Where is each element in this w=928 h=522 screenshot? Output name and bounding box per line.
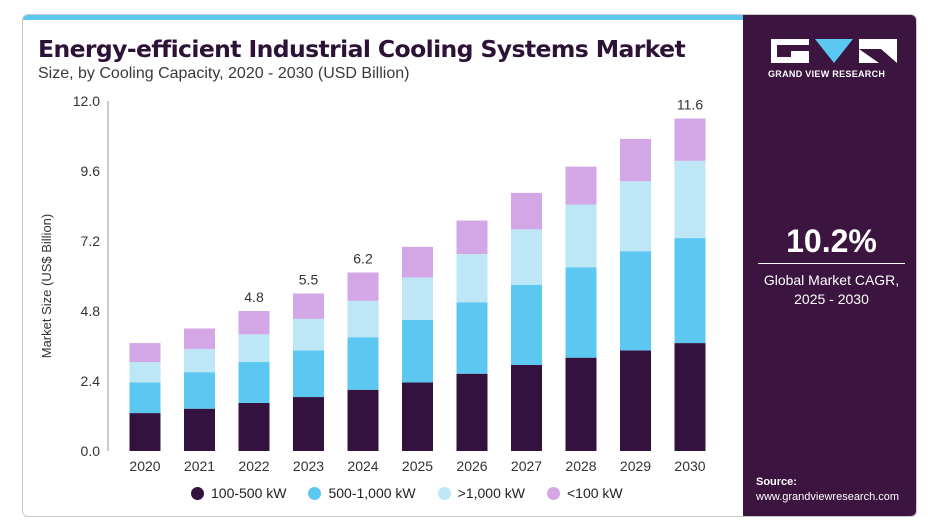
bar-segment-2029 <box>620 181 651 252</box>
x-tick-label: 2030 <box>674 458 705 474</box>
chart-subtitle: Size, by Cooling Capacity, 2020 - 2030 (… <box>38 65 410 82</box>
bar-segment-2020 <box>129 343 161 363</box>
bar-segment-2021 <box>184 348 215 373</box>
x-tick-label: 2021 <box>184 458 215 474</box>
bar-segment-2025 <box>402 277 433 320</box>
brand-logo: GRAND VIEW RESEARCH <box>768 39 903 79</box>
accent-bar <box>23 15 745 20</box>
bar-segment-2025 <box>402 382 433 451</box>
x-tick-label: 2027 <box>511 458 542 474</box>
source-url: www.grandviewresearch.com <box>756 491 900 503</box>
x-tick-label: 2029 <box>620 458 651 474</box>
bar-segment-2022 <box>238 311 270 335</box>
bar-segment-2022 <box>238 362 270 403</box>
bar-segment-2028 <box>565 267 597 358</box>
bar-segment-2021 <box>184 372 215 409</box>
x-tick-label: 2025 <box>402 458 433 474</box>
bar-segment-2027 <box>511 192 542 230</box>
cagr-label-line1: Global Market CAGR, <box>763 272 900 288</box>
bar-segment-2023 <box>293 318 324 351</box>
bar-segment-2024 <box>347 300 379 338</box>
legend-label: >1,000 kW <box>457 485 525 501</box>
bar-segment-2022 <box>238 402 270 451</box>
bar-segment-2027 <box>511 284 542 365</box>
bar-segment-2028 <box>565 166 597 205</box>
bar-segment-2026 <box>456 220 488 255</box>
y-tick-label: 0.0 <box>81 443 101 459</box>
bar-segment-2020 <box>129 362 161 383</box>
y-axis-label: Market Size (US$ Billion) <box>39 214 54 359</box>
y-tick-label: 7.2 <box>81 233 101 249</box>
logo-text: GRAND VIEW RESEARCH <box>768 69 886 79</box>
bar-segment-2027 <box>511 364 542 451</box>
legend-item: 100-500 kW <box>191 485 286 501</box>
bar-segment-2030 <box>674 118 706 161</box>
bar-segment-2026 <box>456 302 488 374</box>
cagr-divider <box>758 263 905 264</box>
bar-segment-2022 <box>238 334 270 363</box>
data-label-2024: 6.2 <box>353 251 373 267</box>
y-tick-label: 4.8 <box>81 303 101 319</box>
legend-label: 500-1,000 kW <box>328 485 416 501</box>
bar-segment-2028 <box>565 357 597 451</box>
bar-segment-2020 <box>129 382 161 414</box>
stacked-bar-chart: 0.0 2.4 4.8 7.2 9.6 12.0 Market Size (US$ Bill… <box>39 93 706 474</box>
bar-segment-2030 <box>674 160 706 239</box>
y-tick-label: 9.6 <box>81 163 101 179</box>
bar-segment-2023 <box>293 293 324 319</box>
chart-title: Energy-efficient Industrial Cooling Syst… <box>38 35 686 63</box>
sidebar-panel <box>743 15 916 516</box>
bar-segment-2027 <box>511 229 542 285</box>
chart-legend: 100-500 kW 500-1,000 kW >1,000 kW <100 kW <box>191 485 623 501</box>
bar-segment-2026 <box>456 254 488 303</box>
bar-segment-2028 <box>565 204 597 268</box>
bar-segment-2025 <box>402 246 433 278</box>
bar-segment-2024 <box>347 389 379 451</box>
legend-swatch <box>546 486 560 500</box>
bar-segment-2030 <box>674 343 706 451</box>
logo-r-icon <box>859 39 897 63</box>
legend-item: >1,000 kW <box>437 485 525 501</box>
logo-g-icon <box>771 39 809 63</box>
legend-label: <100 kW <box>566 485 623 501</box>
x-tick-label: 2026 <box>456 458 487 474</box>
bar-segment-2025 <box>402 319 433 383</box>
legend-swatch <box>437 486 451 500</box>
cagr-label-line2: 2025 - 2030 <box>794 291 869 307</box>
legend-item: <100 kW <box>546 485 623 501</box>
data-label-2023: 5.5 <box>299 272 319 288</box>
bar-segment-2021 <box>184 328 215 349</box>
data-label-2022: 4.8 <box>244 289 264 305</box>
x-tick-label: 2022 <box>238 458 269 474</box>
bar-segment-2029 <box>620 350 651 451</box>
cagr-label: Global Market CAGR, 2025 - 2030 <box>745 271 916 309</box>
report-card: Energy-efficient Industrial Cooling Syst… <box>22 14 917 517</box>
y-tick-label: 2.4 <box>81 373 101 389</box>
x-tick-label: 2023 <box>293 458 324 474</box>
bar-segment-2029 <box>620 251 651 351</box>
x-tick-label: 2024 <box>347 458 378 474</box>
cagr-value: 10.2% <box>786 223 877 259</box>
bar-segment-2021 <box>184 408 215 451</box>
y-tick-label: 12.0 <box>73 93 100 109</box>
legend-swatch <box>308 486 322 500</box>
bar-segment-2024 <box>347 337 379 390</box>
data-label-2030: 11.6 <box>677 97 703 113</box>
bar-segment-2020 <box>129 413 161 451</box>
logo-v-icon <box>815 39 853 63</box>
bar-segment-2024 <box>347 272 379 301</box>
x-tick-label: 2020 <box>129 458 160 474</box>
bar-segment-2023 <box>293 397 324 451</box>
legend-swatch <box>191 486 204 500</box>
bar-segment-2029 <box>620 138 651 182</box>
legend-label: 100-500 kW <box>211 485 287 501</box>
bar-segment-2026 <box>456 373 488 451</box>
source-label: Source: <box>756 476 797 488</box>
x-tick-label: 2028 <box>565 458 596 474</box>
bar-segment-2030 <box>674 238 706 344</box>
bar-segment-2023 <box>293 350 324 398</box>
legend-item: 500-1,000 kW <box>308 485 416 501</box>
